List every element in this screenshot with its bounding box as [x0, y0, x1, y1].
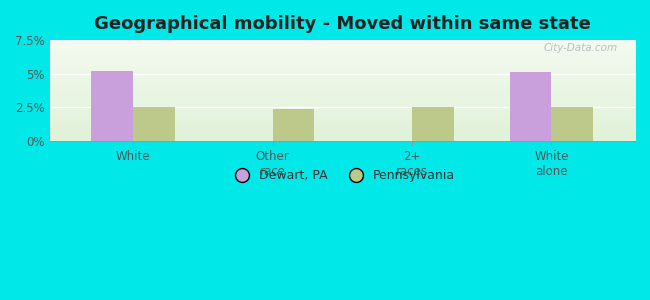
Bar [551, 107, 593, 141]
Bar [510, 72, 551, 141]
Legend: Dewart, PA, Pennsylvania: Dewart, PA, Pennsylvania [224, 164, 460, 188]
Bar [412, 107, 454, 141]
Bar [272, 109, 315, 141]
Bar [92, 71, 133, 141]
Bar [133, 107, 175, 141]
Title: Geographical mobility - Moved within same state: Geographical mobility - Moved within sam… [94, 15, 591, 33]
Text: City-Data.com: City-Data.com [543, 43, 618, 53]
